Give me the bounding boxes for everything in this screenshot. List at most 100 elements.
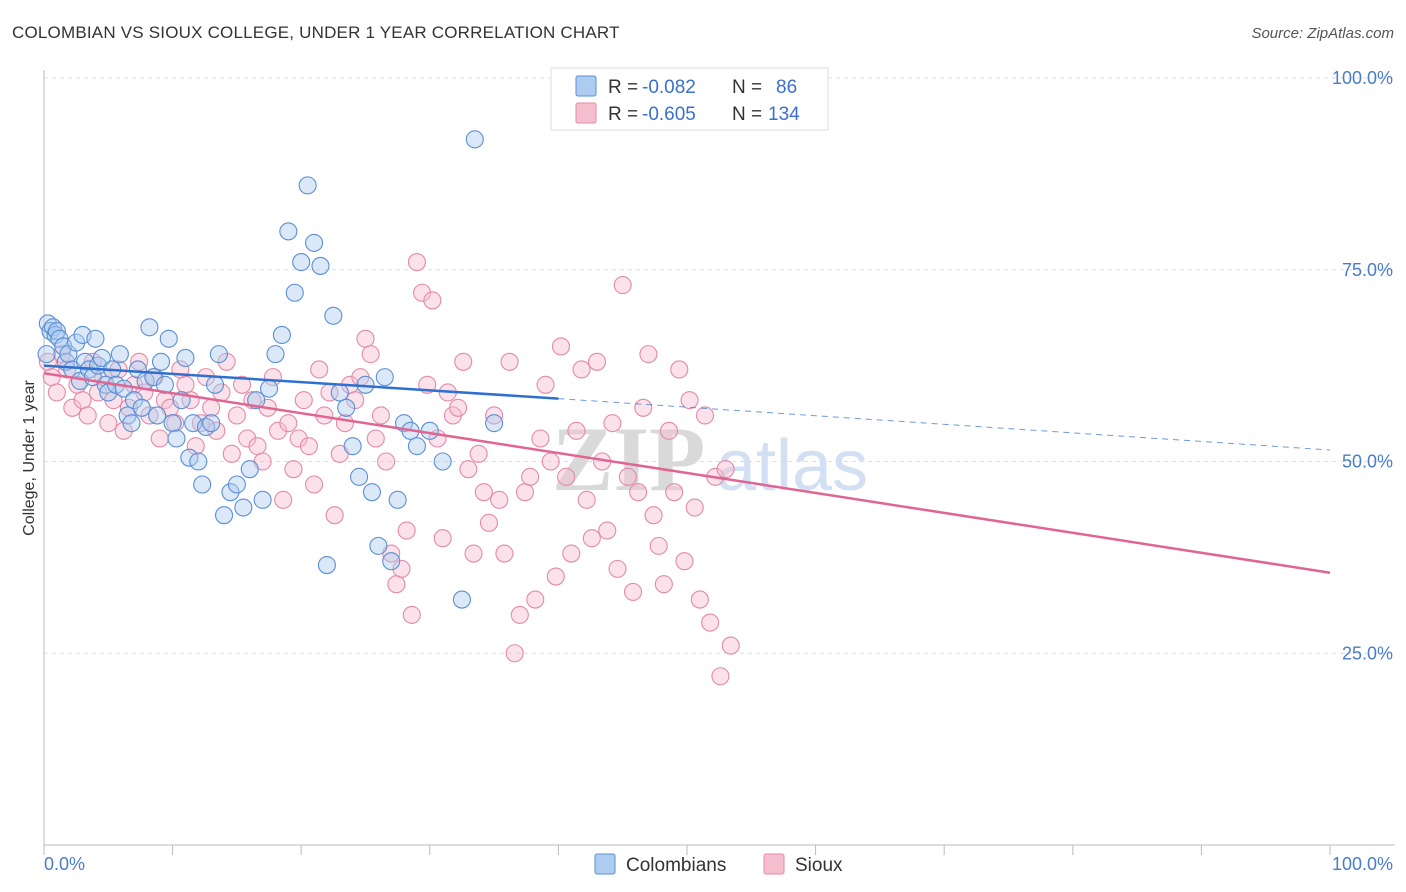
colombians-point [240,460,259,479]
colombians-point [148,406,167,425]
sioux-point [361,345,380,364]
legend-n-value-colombians: 86 [776,77,797,98]
colombians-point [485,414,504,433]
sioux-point [474,483,493,502]
colombians-point [92,348,111,368]
sioux-point [130,352,149,371]
colombians-point [159,329,178,348]
sioux-point [366,429,385,448]
sioux-point [78,406,97,425]
sioux-point [701,613,720,632]
sioux-point [222,444,241,463]
sioux-point [335,414,354,433]
sioux-point [459,460,478,479]
sioux-point [515,483,535,502]
sioux-point [644,506,663,525]
colombians-point [369,536,388,555]
axis-layer [43,70,1395,846]
sioux-point [659,421,679,440]
sioux-point [541,452,560,471]
sioux-point [675,552,694,571]
sioux-point [397,521,416,540]
bottom-legend-colombians: Colombians [626,855,726,876]
sioux-point [608,559,627,578]
colombians-point [209,345,228,364]
y-tick-label-50: 50.0% [1342,452,1393,472]
sioux-point [567,421,586,440]
sioux-point [670,360,689,379]
sioux-point [536,375,555,394]
colombians-point [272,325,291,344]
colombians-point [362,483,381,502]
sioux-point [279,414,298,433]
colombians-point [122,414,141,433]
colombians-point [234,498,253,517]
colombians-trend-line-extension [558,398,1331,451]
colombians-point [227,475,246,494]
colombians-point [151,352,171,371]
sioux-point [407,253,426,272]
y-tick-label-100: 100.0% [1332,68,1393,88]
grid-layer [44,77,1395,654]
bottom-legend: Colombians Sioux [594,853,843,876]
colombians-point [253,490,272,509]
colombians-point [259,379,279,398]
trend-lines [43,364,1331,574]
sioux-point [423,291,442,310]
bottom-legend-sioux: Sioux [795,855,843,876]
colombians-point [124,391,144,410]
sioux-point [695,406,715,425]
sioux-point [629,483,648,502]
sioux-point [490,490,509,509]
sioux-point [294,391,313,410]
top-legend: R = -0.082 N = 86 R = -0.605 N = 134 [550,67,829,131]
watermark-atlas: atlas [716,426,868,506]
sioux-point [572,360,591,379]
colombians-point [337,398,356,417]
legend-n-label-sioux: N = [732,104,762,125]
colombians-point [279,222,298,241]
sioux-point [665,483,684,502]
colombians-point [388,490,407,509]
sioux-points [38,253,740,686]
sioux-point [73,391,92,410]
legend-n-value-sioux: 134 [768,104,800,125]
sioux-point [680,391,699,410]
x-tick-label-min: 0.0% [44,854,85,874]
colombians-point [317,555,336,575]
colombians-point [221,483,240,502]
sioux-point [114,421,133,440]
chart-title: COLOMBIAN VS SIOUX COLLEGE, UNDER 1 YEAR… [12,23,620,42]
sioux-point [325,506,344,525]
colombians-point [205,375,225,394]
colombians-point [167,429,186,448]
sioux-point [284,460,303,479]
sioux-point [433,529,452,548]
colombians-point [375,368,394,387]
sioux-point [603,414,622,433]
sioux-point [140,406,159,425]
sioux-point [613,276,632,295]
colombians-point [189,452,208,471]
sioux-point [227,406,246,425]
legend-r-label-colombians: R = [608,77,638,98]
legend-n-label-colombians: N = [732,77,762,98]
sioux-point [47,383,66,402]
colombians-trend-line [43,364,559,400]
sioux-point [623,582,643,601]
sioux-point [587,352,607,371]
sioux-point [654,575,673,594]
sioux-point [495,544,514,563]
colombians-point [266,345,285,364]
sioux-point [634,398,653,417]
sioux-point [711,667,730,686]
colombians-point [330,383,349,402]
sioux-point [449,398,468,417]
colombians-point [311,256,330,275]
sioux-point [577,490,596,509]
x-tick-label-max: 100.0% [1332,854,1393,874]
y-axis-label: College, Under 1 year [21,380,38,536]
colombians-point [343,437,362,456]
bottom-legend-swatch-sioux [763,853,785,875]
